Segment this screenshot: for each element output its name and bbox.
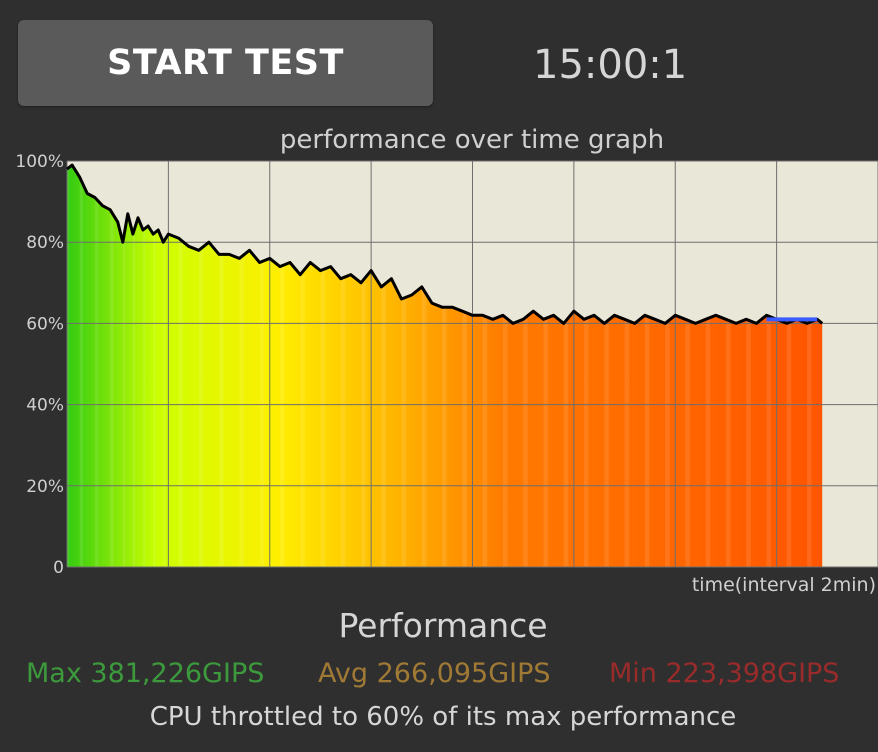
performance-line	[66, 163, 824, 325]
performance-band	[153, 234, 156, 567]
performance-band	[584, 319, 589, 567]
throttle-summary: CPU throttled to 60% of its max performa…	[149, 702, 737, 732]
performance-band	[543, 319, 549, 567]
performance-band	[360, 282, 366, 567]
performance-band	[381, 286, 386, 567]
performance-band	[300, 274, 305, 567]
performance-band	[442, 307, 447, 567]
y-tick-label: 80%	[26, 233, 64, 253]
performance-band	[320, 270, 325, 567]
performance-band	[198, 250, 204, 567]
performance-band	[421, 286, 427, 567]
performance-area	[67, 165, 823, 567]
y-tick-label: 60%	[26, 314, 64, 334]
performance-band	[482, 315, 488, 567]
performance-band	[340, 278, 346, 567]
x-axis-label: time(interval 2min)	[691, 574, 876, 596]
performance-band	[705, 319, 711, 567]
performance-band	[746, 319, 751, 567]
performance-stats: Max 381,226GIPS Avg 266,095GIPS Min 223,…	[0, 654, 878, 694]
performance-band	[79, 177, 84, 568]
performance-band	[94, 197, 99, 568]
performance-band	[685, 319, 690, 567]
performance-band	[259, 262, 265, 567]
performance-band	[725, 319, 731, 567]
min-gips-stat: Min 223,398GIPS	[609, 658, 840, 689]
y-tick-label: 20%	[26, 477, 64, 497]
performance-band	[624, 319, 630, 567]
performance-band	[665, 323, 670, 567]
performance-band	[239, 258, 244, 567]
performance-band	[786, 323, 792, 567]
performance-band	[279, 266, 285, 567]
y-tick-label: 0	[53, 558, 64, 578]
performance-band	[462, 311, 467, 567]
performance-band	[807, 323, 812, 567]
graph-title: performance over time graph	[279, 125, 665, 155]
test-timer: 15:00:1	[533, 42, 688, 88]
y-tick-label: 100%	[15, 152, 64, 172]
performance-band	[644, 315, 650, 567]
avg-gips-stat: Avg 266,095GIPS	[318, 658, 551, 689]
performance-band	[401, 299, 407, 567]
performance-title: Performance	[338, 606, 548, 645]
performance-band	[143, 230, 146, 567]
performance-band	[219, 254, 224, 567]
performance-chart: 100% 80% 60% 40% 20% 0	[15, 152, 878, 578]
performance-band	[604, 323, 609, 567]
performance-band	[523, 319, 528, 567]
performance-band	[67, 169, 70, 567]
performance-band	[178, 238, 184, 567]
max-gips-stat: Max 381,226GIPS	[26, 658, 265, 689]
performance-band	[563, 323, 569, 567]
performance-band	[766, 315, 772, 567]
performance-band	[132, 234, 136, 567]
y-tick-label: 40%	[26, 396, 64, 416]
start-test-button[interactable]: START TEST	[18, 20, 433, 106]
performance-band	[502, 315, 508, 567]
performance-band	[110, 209, 114, 567]
